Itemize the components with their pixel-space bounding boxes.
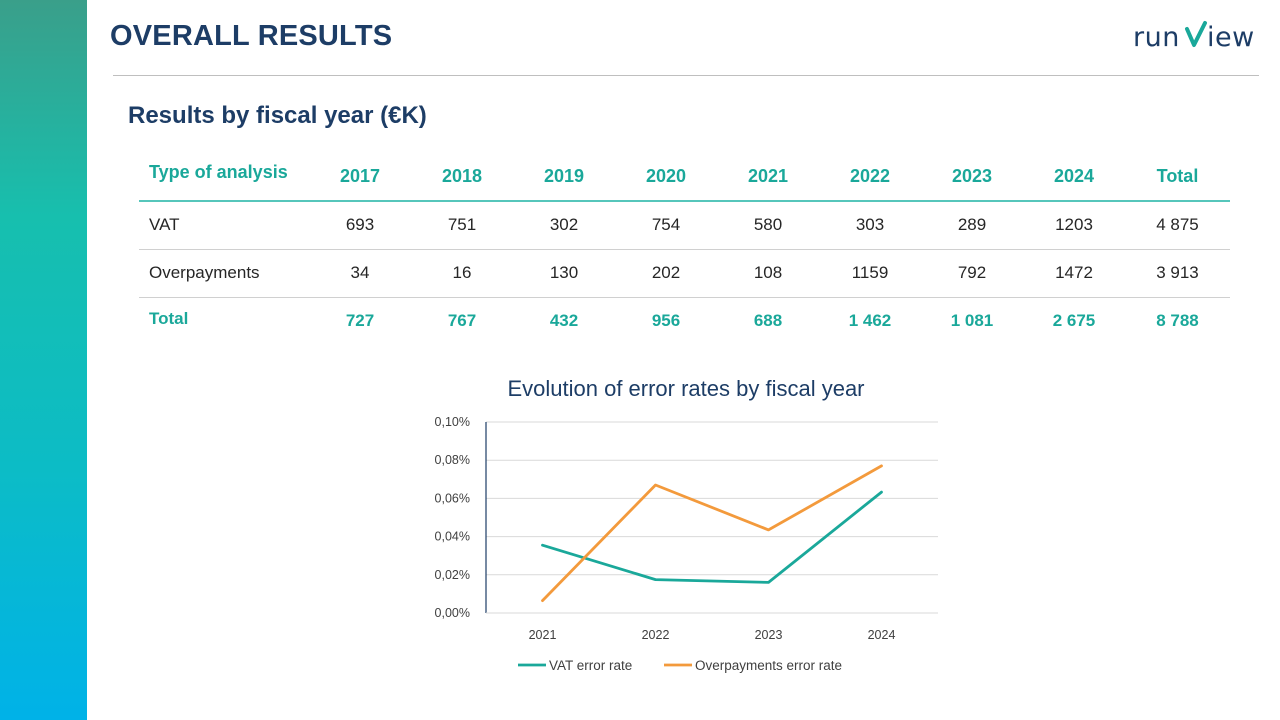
svg-text:iew: iew	[1207, 22, 1255, 52]
total-cell: 1 462	[848, 311, 892, 331]
header-divider	[113, 75, 1259, 76]
y-tick-label: 0,04%	[435, 530, 470, 544]
table-cell: 1159	[819, 249, 921, 298]
table-cell: 108	[717, 249, 819, 298]
x-tick-label: 2022	[642, 628, 670, 642]
total-cell: Total	[149, 308, 189, 328]
total-cell: 956	[651, 311, 681, 331]
table-cell: 16	[411, 249, 513, 298]
table-cell: 1472	[1023, 249, 1125, 298]
table-row: Overpayments 34 16 130 202 108 1159 792 …	[139, 249, 1230, 298]
y-tick-label: 0,02%	[435, 568, 470, 582]
table-cell: 202	[615, 249, 717, 298]
section-title: Results by fiscal year (€K)	[128, 102, 427, 129]
table-cell: 580	[717, 201, 819, 250]
column-header: Type of analysis	[139, 153, 309, 202]
table-cell: VAT	[139, 201, 309, 250]
x-tick-label: 2021	[529, 628, 557, 642]
table-cell: Overpayments	[139, 249, 309, 298]
total-cell: 688	[753, 311, 783, 331]
table-cell: 751	[411, 201, 513, 250]
y-tick-label: 0,00%	[435, 606, 470, 620]
page-title: OVERALL RESULTS	[110, 20, 393, 52]
column-header: 2022	[819, 153, 921, 202]
total-cell: 432	[549, 311, 579, 331]
y-tick-label: 0,08%	[435, 453, 470, 467]
table-cell: 34	[309, 249, 411, 298]
series-line-0	[541, 490, 883, 584]
legend-label: Overpayments error rate	[695, 658, 842, 673]
table-cell: 792	[921, 249, 1023, 298]
x-tick-label: 2023	[755, 628, 783, 642]
results-table: Type of analysis 2017 2018 2019 2020 202…	[139, 153, 1230, 345]
chart-title: Evolution of error rates by fiscal year	[507, 376, 864, 401]
total-row: Total 727 767 432 956 688 1 462 1 081 2 …	[139, 297, 1230, 345]
column-header: 2023	[921, 153, 1023, 202]
table-header-row: Type of analysis 2017 2018 2019 2020 202…	[139, 153, 1230, 202]
table-cell: 754	[615, 201, 717, 250]
svg-text:run: run	[1133, 22, 1180, 52]
x-tick-label: 2024	[868, 628, 896, 642]
column-header: 2021	[717, 153, 819, 202]
table-cell: 303	[819, 201, 921, 250]
runview-logo: run iew	[1133, 21, 1255, 52]
total-cell: 767	[447, 311, 477, 331]
y-tick-label: 0,10%	[435, 415, 470, 429]
table-cell: 130	[513, 249, 615, 298]
side-accent-bar	[0, 0, 87, 720]
column-header: 2017	[309, 153, 411, 202]
total-cell: 1 081	[950, 311, 994, 331]
total-cell: 727	[345, 311, 375, 331]
table-cell: 4 875	[1125, 201, 1230, 250]
table-cell: 1203	[1023, 201, 1125, 250]
total-cell: 8 788	[1156, 311, 1199, 331]
column-header: 2018	[411, 153, 513, 202]
total-cell: 2 675	[1052, 311, 1096, 331]
table-cell: 693	[309, 201, 411, 250]
column-header: 2024	[1023, 153, 1125, 202]
error-rate-chart: Evolution of error rates by fiscal year 0…	[435, 376, 938, 673]
column-header: 2020	[615, 153, 717, 202]
series-line-1	[541, 464, 883, 603]
legend-label: VAT error rate	[549, 658, 632, 673]
table-cell: 289	[921, 201, 1023, 250]
table-row: VAT 693 751 302 754 580 303 289 1203 4 8…	[139, 201, 1230, 250]
column-header: Total	[1125, 153, 1230, 202]
column-header: 2019	[513, 153, 615, 202]
table-cell: 3 913	[1125, 249, 1230, 298]
y-tick-label: 0,06%	[435, 491, 470, 505]
table-cell: 302	[513, 201, 615, 250]
